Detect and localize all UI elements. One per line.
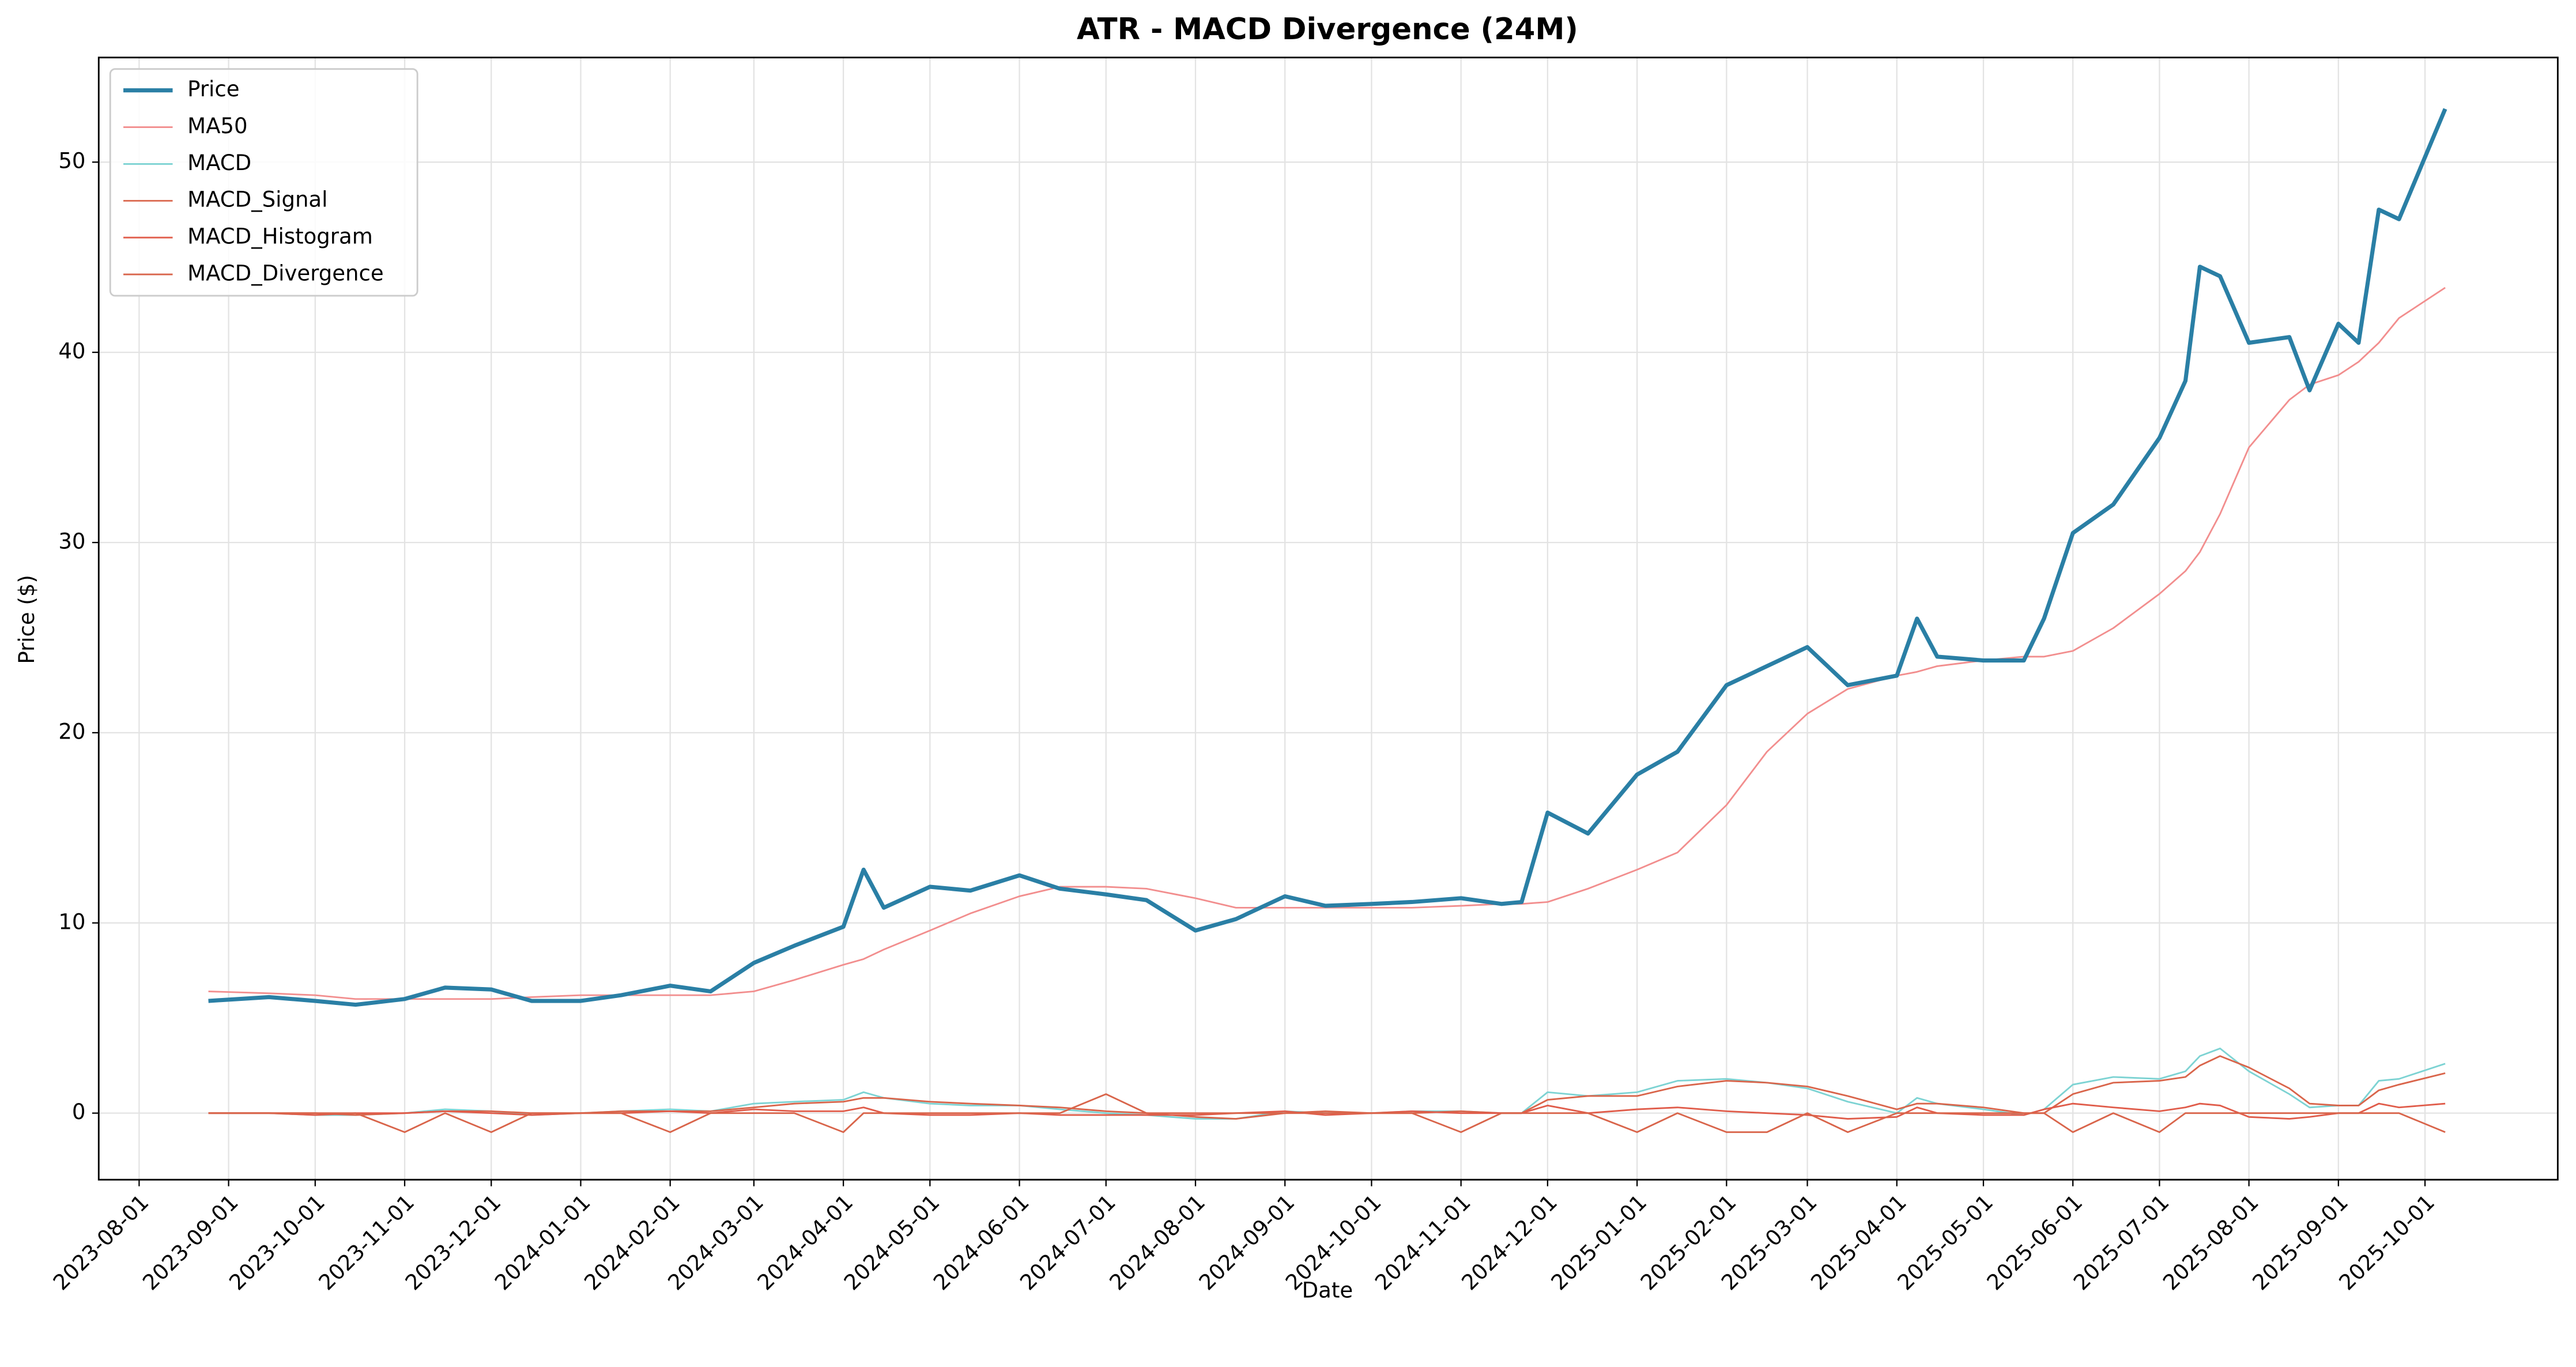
legend-label: MACD_Divergence xyxy=(187,261,383,285)
x-axis-label: Date xyxy=(1302,1278,1353,1302)
y-tick-label: 0 xyxy=(72,1099,86,1124)
legend: Price MA50 MACD MACD_Signal MACD_Histogram MA… xyxy=(109,68,418,297)
legend-label: MACD_Signal xyxy=(187,187,327,212)
y-tick-label: 50 xyxy=(58,149,85,174)
legend-label: MA50 xyxy=(187,114,247,138)
plot-frame xyxy=(97,57,2559,1181)
legend-label: MACD_Histogram xyxy=(187,224,373,249)
line-series xyxy=(208,287,2446,1000)
legend-box xyxy=(109,68,418,297)
y-tick-label: 20 xyxy=(58,719,85,744)
y-tick-label: 40 xyxy=(58,339,85,364)
y-tick-label: 30 xyxy=(58,529,85,553)
line-series xyxy=(208,1102,2446,1120)
y-axis-label: Price ($) xyxy=(14,575,39,664)
chart-title: ATR - MACD Divergence (24M) xyxy=(1077,12,1578,47)
line-series xyxy=(208,108,2447,1007)
line-series xyxy=(208,1093,2446,1133)
y-tick-label: 10 xyxy=(58,909,85,934)
legend-label: MACD xyxy=(187,150,251,175)
legend-label: Price xyxy=(187,77,239,101)
